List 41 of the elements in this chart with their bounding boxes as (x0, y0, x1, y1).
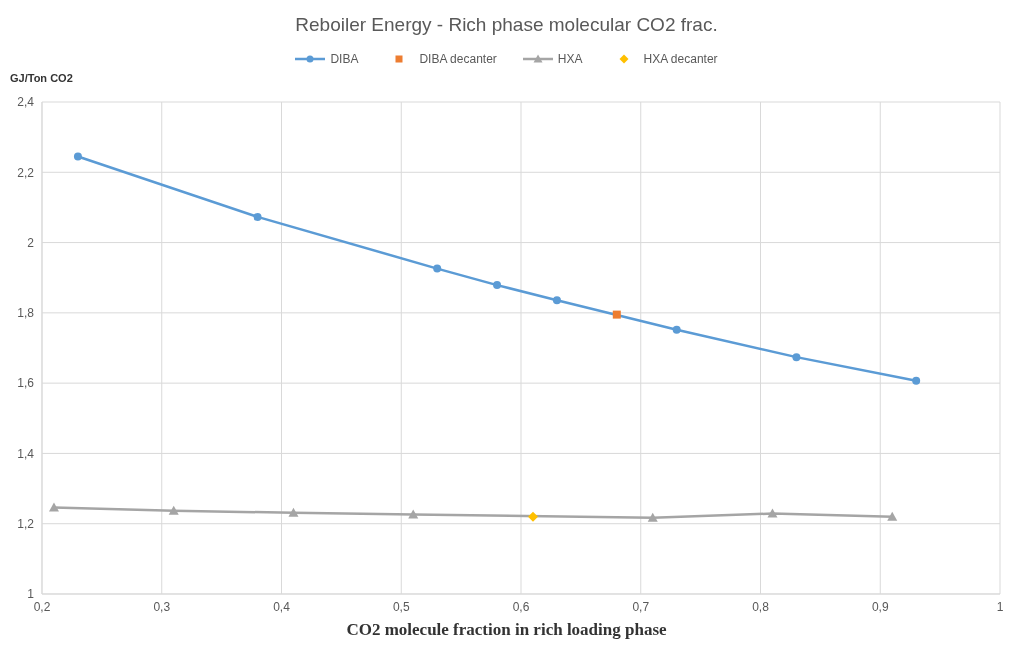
x-tick-label: 0,8 (752, 599, 770, 614)
y-tick-label: 2,2 (17, 165, 35, 180)
chart-title: Reboiler Energy - Rich phase molecular CO2 frac. (294, 13, 719, 37)
y-tick-label: 2,4 (17, 95, 35, 110)
point (288, 507, 299, 517)
x-tick-label: 0,3 (153, 599, 171, 614)
legend-label: DIBA (330, 52, 359, 66)
x-tick-label: 0,2 (33, 599, 51, 614)
y-tick-label: 1,4 (17, 446, 35, 461)
point (493, 281, 502, 290)
point (792, 353, 801, 362)
point (408, 509, 419, 519)
point (73, 152, 82, 161)
point (527, 511, 538, 522)
x-tick-label: 0,4 (273, 599, 291, 614)
point (433, 264, 442, 273)
point (672, 325, 681, 334)
point (612, 310, 621, 319)
point (48, 502, 59, 512)
point (552, 296, 561, 305)
point (912, 376, 921, 385)
point (168, 505, 179, 515)
y-tick-label: 1 (27, 587, 35, 602)
point (887, 511, 898, 521)
legend-label: HXA decanter (643, 52, 718, 66)
y-axis-title: GJ/Ton CO2 (10, 72, 73, 84)
y-tick-label: 1,2 (17, 516, 35, 531)
x-tick-label: 1 (996, 599, 1004, 614)
legend-label: HXA (557, 52, 583, 66)
x-tick-label: 0,7 (632, 599, 650, 614)
y-tick-label: 1,8 (17, 306, 35, 321)
point (253, 212, 262, 221)
x-tick-label: 0,6 (512, 599, 530, 614)
y-tick-label: 1,6 (17, 376, 35, 391)
x-tick-label: 0,9 (871, 599, 889, 614)
legend-label: DIBA decanter (419, 52, 497, 66)
point (767, 508, 778, 518)
point (647, 512, 658, 522)
y-tick-label: 2 (27, 235, 35, 250)
x-axis-title: CO2 molecule fraction in rich loading phase (345, 620, 668, 640)
x-tick-label: 0,5 (392, 599, 410, 614)
